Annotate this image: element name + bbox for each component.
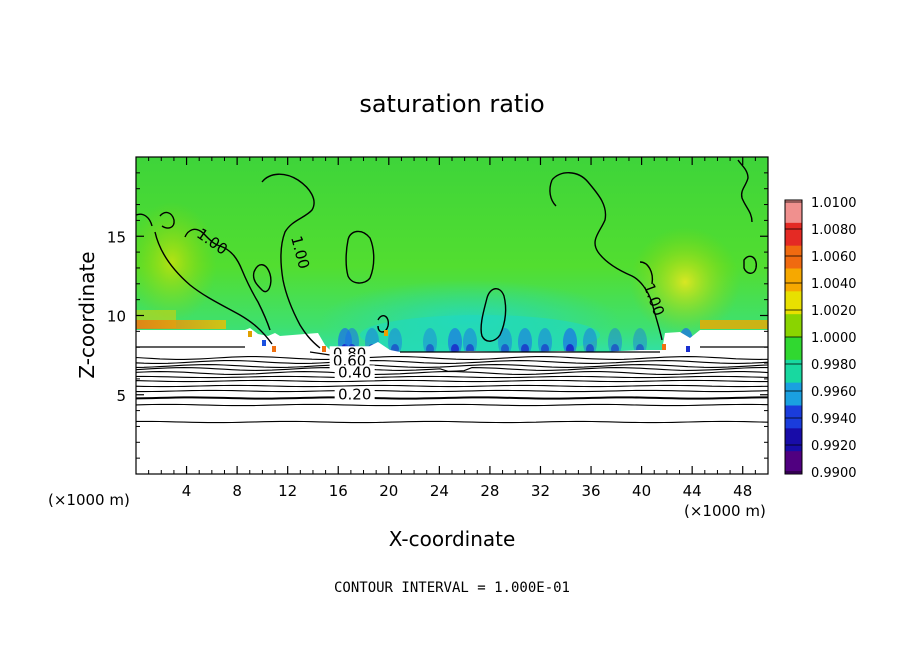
colorbar-swatch bbox=[785, 451, 802, 475]
x-tick-label: 32 bbox=[531, 482, 550, 500]
colorbar-swatch bbox=[785, 291, 802, 315]
colorbar-label: 0.9960 bbox=[811, 385, 857, 400]
x-tick-label: 16 bbox=[329, 482, 348, 500]
colorbar-swatch bbox=[785, 405, 802, 429]
x-tick-label: 24 bbox=[430, 482, 449, 500]
contour-label: 0.40 bbox=[338, 363, 371, 381]
colorbar-label: 1.0060 bbox=[811, 250, 857, 265]
x-tick-label: 48 bbox=[733, 482, 752, 500]
colorbar-swatch bbox=[785, 268, 802, 292]
colorbar-label: 0.9980 bbox=[811, 358, 857, 373]
x-tick-label: 12 bbox=[278, 482, 297, 500]
x-tick-label: 20 bbox=[379, 482, 398, 500]
x-tick-label: 44 bbox=[683, 482, 702, 500]
colorbar-label: 0.9920 bbox=[811, 439, 857, 454]
colorbar-swatch bbox=[785, 382, 802, 406]
x-tick-label: 4 bbox=[182, 482, 192, 500]
x-tick-label: 36 bbox=[581, 482, 600, 500]
colorbar-label: 1.0020 bbox=[811, 304, 857, 319]
colorbar-swatch bbox=[785, 222, 802, 247]
colorbar-swatch bbox=[785, 359, 802, 384]
colorbar-label: 0.9940 bbox=[811, 412, 857, 427]
colorbar-swatch bbox=[785, 200, 802, 224]
x-unit-left: (×1000 m) bbox=[48, 491, 130, 509]
y-tick-label: 10 bbox=[107, 308, 126, 326]
contour-interval-note: CONTOUR INTERVAL = 1.000E-01 bbox=[334, 580, 570, 596]
y-tick-label: 5 bbox=[116, 387, 126, 405]
y-tick-label: 15 bbox=[107, 228, 126, 246]
colorbar-label: 1.0040 bbox=[811, 277, 857, 292]
x-unit-right: (×1000 m) bbox=[684, 502, 766, 520]
colorbar-label: 1.0080 bbox=[811, 223, 857, 238]
x-axis: 4 8 12 16 20 24 28 32 36 40 44 48 bbox=[148, 157, 756, 500]
x-axis-title: X-coordinate bbox=[389, 527, 516, 551]
x-tick-label: 28 bbox=[480, 482, 499, 500]
colorbar-swatch bbox=[785, 314, 802, 338]
colorbar-swatch bbox=[785, 428, 802, 452]
y-axis-title: Z-coordinate bbox=[75, 251, 99, 378]
saturation-field bbox=[136, 157, 768, 474]
contour-label: 0.20 bbox=[338, 386, 371, 404]
colorbar-label: 1.0000 bbox=[811, 331, 857, 346]
y-axis: 5 10 15 bbox=[107, 172, 768, 459]
colorbar: 1.0100 1.0080 1.0060 1.0040 1.0020 1.0000 0.99… bbox=[784, 196, 857, 481]
x-tick-label: 40 bbox=[632, 482, 651, 500]
colorbar-label: 0.9900 bbox=[811, 466, 857, 481]
colorbar-label: 1.0100 bbox=[811, 196, 857, 211]
colorbar-swatch bbox=[785, 337, 802, 361]
chart-title: saturation ratio bbox=[359, 90, 544, 118]
colorbar-swatch bbox=[785, 245, 802, 269]
x-tick-label: 8 bbox=[232, 482, 242, 500]
